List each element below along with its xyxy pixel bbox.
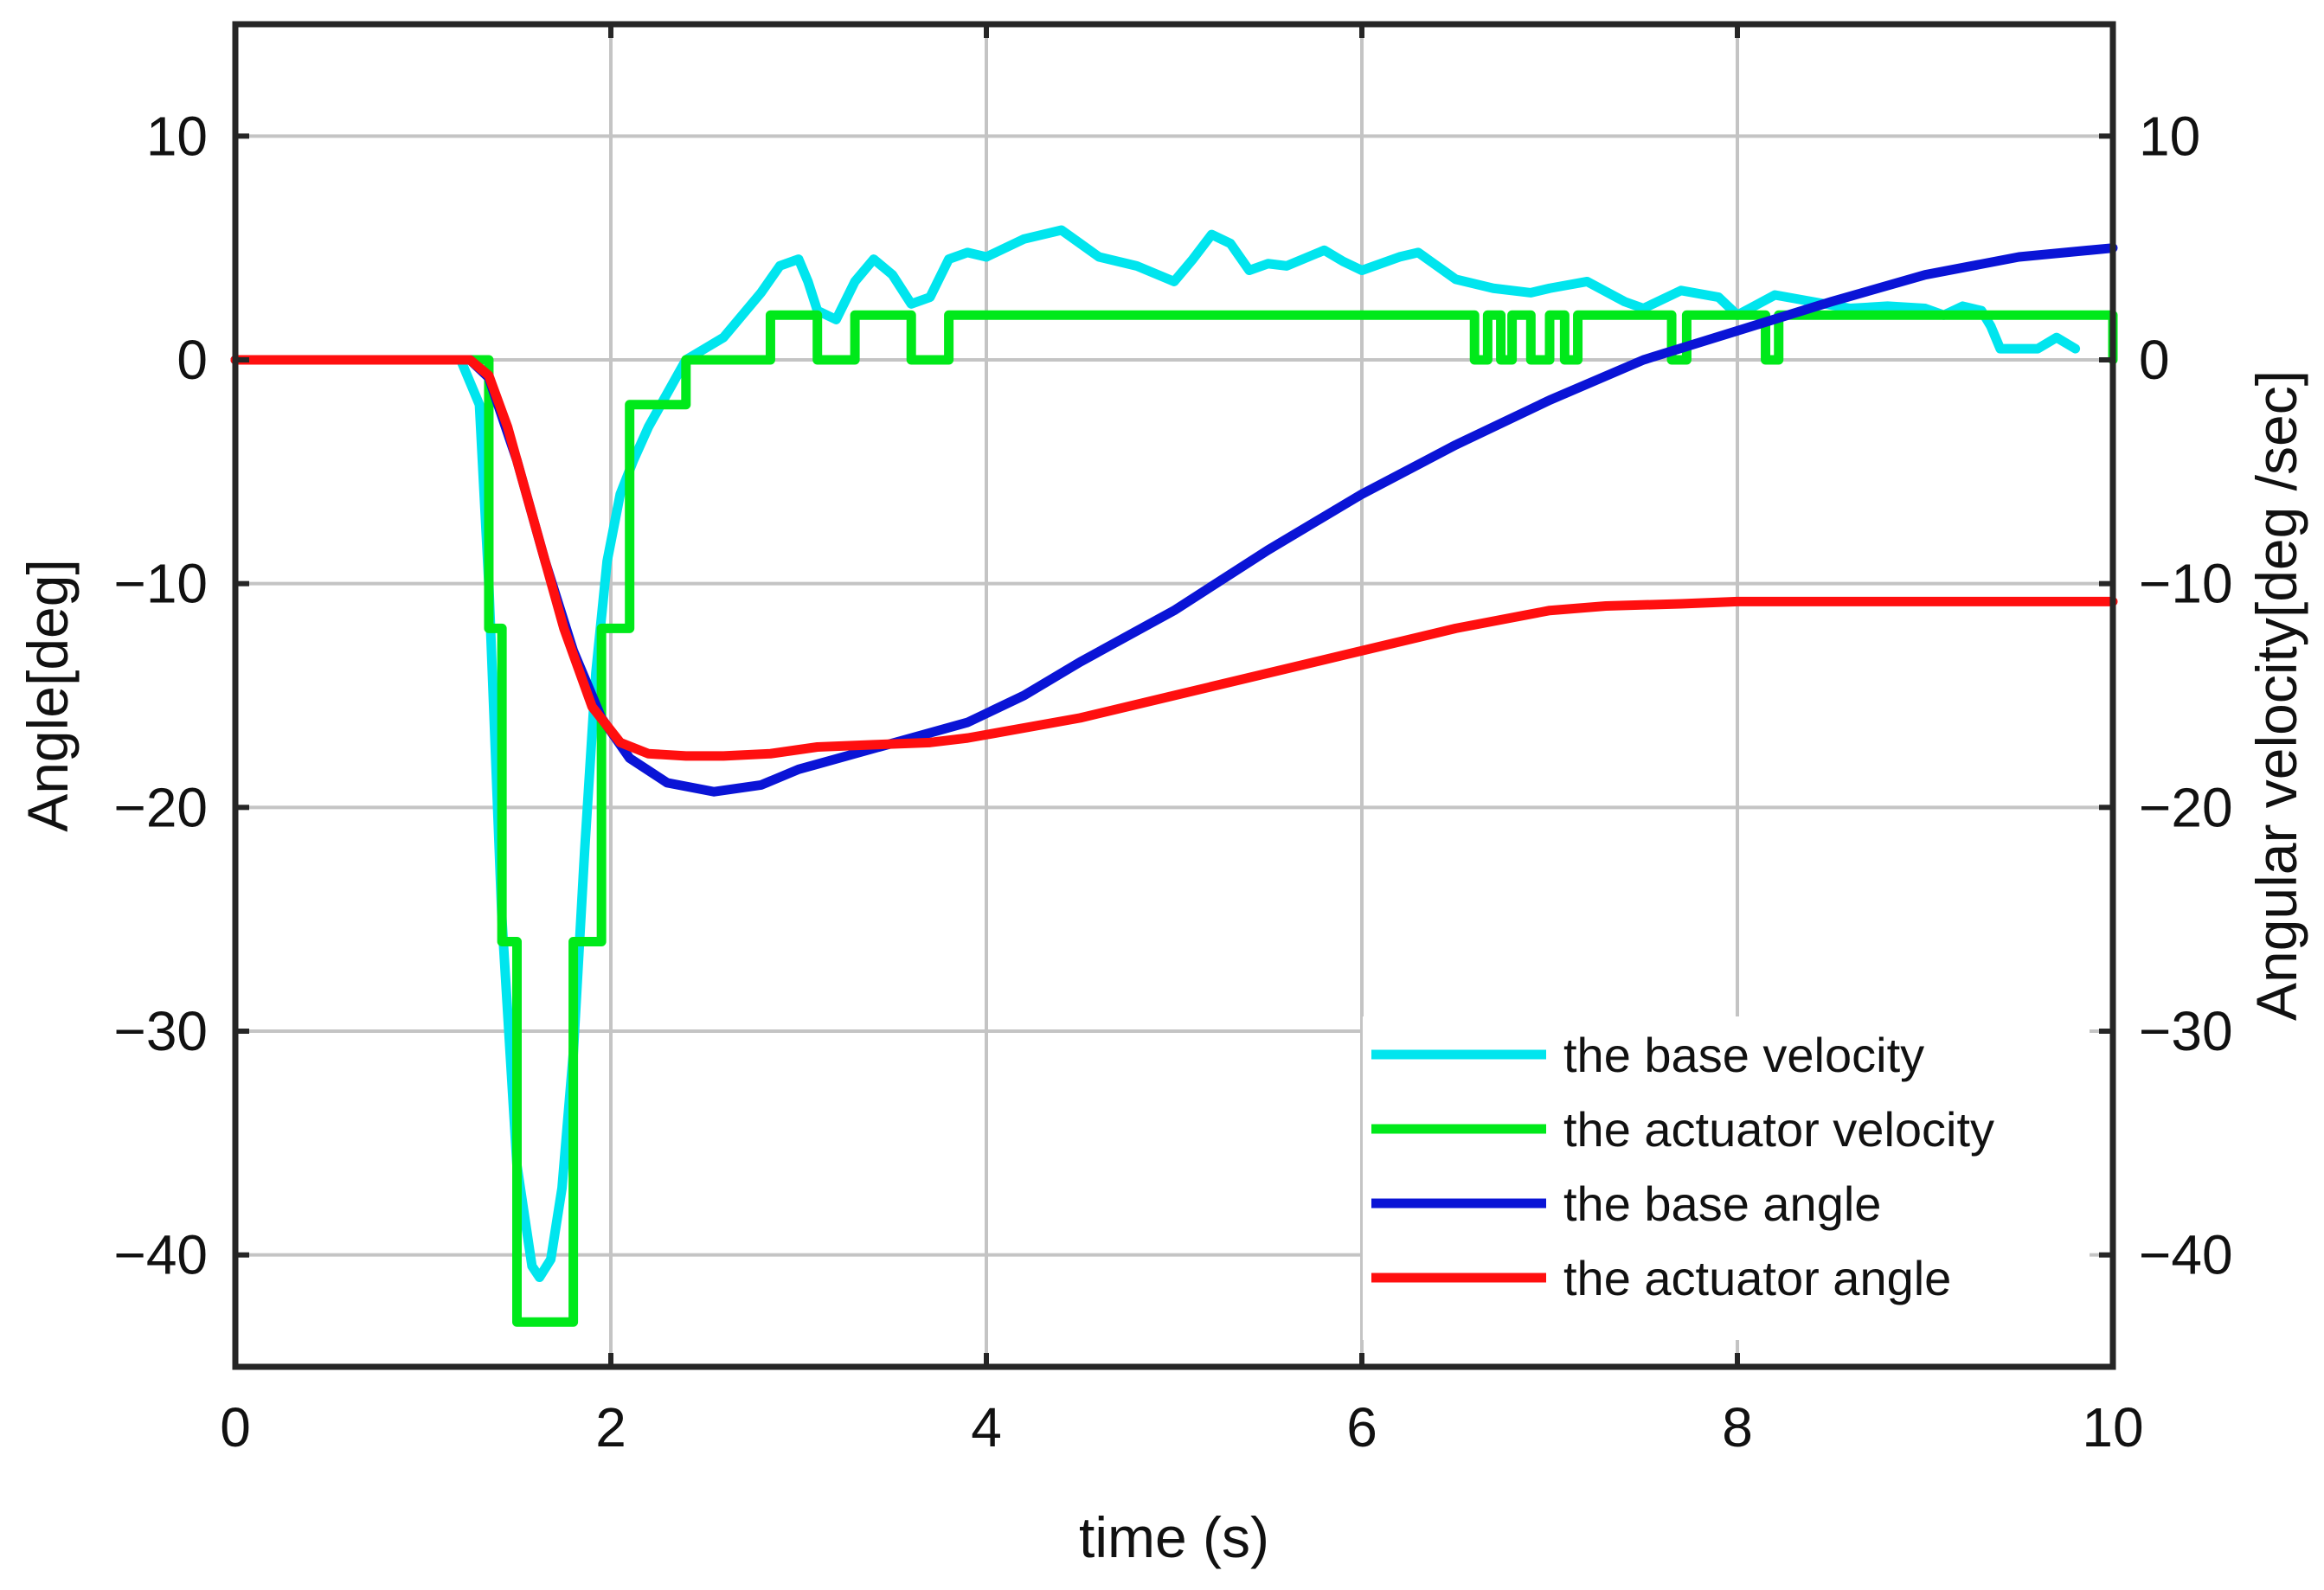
legend-label-the-base-velocity: the base velocity: [1563, 1028, 1924, 1082]
y-axis-title-left: Angle[deg]: [16, 559, 80, 832]
y-tick-label-1: 0: [177, 329, 208, 391]
y2-tick-label-0: 10: [2139, 105, 2200, 167]
legend-label-the-actuator-velocity: the actuator velocity: [1563, 1102, 1994, 1157]
x-tick-label-1: 2: [595, 1396, 626, 1459]
series-line-the-actuator-velocity: [230, 310, 2118, 1327]
series-line-the-base-velocity: [230, 225, 2081, 1283]
legend-box: [1363, 1016, 2090, 1340]
y-tick-label-2: −10: [113, 553, 208, 615]
y-tick-label-4: −30: [113, 1000, 208, 1062]
y-tick-label-0: 10: [146, 105, 208, 167]
y2-tick-label-2: −10: [2139, 553, 2233, 615]
y2-tick-label-4: −30: [2139, 1000, 2233, 1062]
plot-area: [230, 225, 2118, 1327]
y2-tick-label-3: −20: [2139, 776, 2233, 838]
x-tick-label-5: 10: [2082, 1396, 2143, 1459]
x-tick-label-4: 8: [1722, 1396, 1753, 1459]
y2-tick-label-5: −40: [2139, 1224, 2233, 1286]
series-line-the-actuator-angle: [230, 355, 2118, 761]
y-axis-title-right: Angular velocity[deg /sec]: [2244, 370, 2308, 1021]
legend: the base velocity the actuator velocity th…: [1363, 1016, 2090, 1340]
plot-frame: [232, 21, 2116, 1370]
x-tick-label-0: 0: [220, 1396, 251, 1459]
legend-label-the-base-angle: the base angle: [1563, 1176, 1881, 1231]
x-tick-label-3: 6: [1346, 1396, 1377, 1459]
y2-tick-label-1: 0: [2139, 329, 2170, 391]
y-tick-label-5: −40: [113, 1224, 208, 1286]
legend-label-the-actuator-angle: the actuator angle: [1563, 1251, 1951, 1305]
x-axis-title: time (s): [1079, 1505, 1269, 1569]
axis-ticks: 0 2 4 6 8 10 10 0 −10 −20 −30 −40 10 0 −10 −20 −30 −40: [113, 24, 2233, 1459]
y-tick-label-3: −20: [113, 776, 208, 838]
x-tick-label-2: 4: [971, 1396, 1002, 1459]
